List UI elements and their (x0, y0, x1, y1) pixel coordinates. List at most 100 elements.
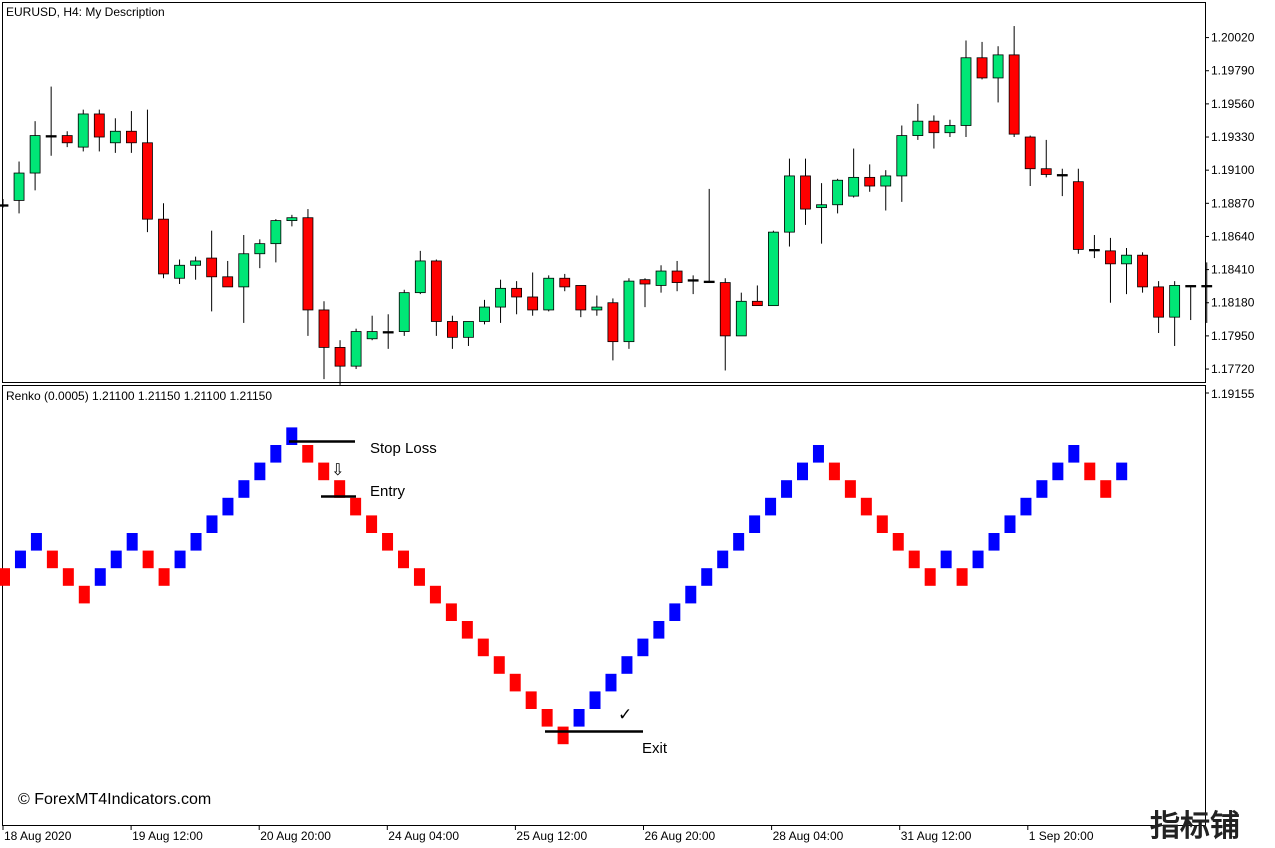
bear-candle (639, 279, 651, 285)
renko-down-brick (142, 550, 154, 569)
bear-candle (334, 347, 346, 367)
renko-down-brick (828, 462, 840, 481)
bull-candle (286, 217, 298, 222)
bull-candle (591, 306, 603, 311)
renko-down-brick (350, 497, 362, 516)
bull-candle (655, 270, 667, 286)
renko-down-brick (477, 638, 489, 657)
time-tick-label: 20 Aug 20:00 (260, 829, 331, 843)
price-tick-label: 1.18870 (1211, 196, 1255, 210)
bear-candle (206, 257, 218, 278)
bull-candle (687, 279, 699, 282)
renko-up-brick (1068, 445, 1080, 463)
price-tick-label: 1.19560 (1211, 97, 1255, 111)
bull-candle (880, 175, 892, 187)
renko-up-brick (1020, 497, 1032, 516)
renko-up-brick (701, 568, 713, 586)
bear-candle (1072, 181, 1084, 250)
entry-label: Entry (370, 483, 406, 500)
exit-label: Exit (642, 740, 668, 757)
bear-candle (1153, 286, 1164, 318)
candlestick-series (0, 26, 1213, 385)
bear-candle (1008, 54, 1020, 135)
time-tick-label: 31 Aug 12:00 (901, 829, 972, 843)
bear-candle (671, 270, 683, 283)
price-tick-label: 1.17720 (1211, 362, 1255, 376)
renko-up-brick (1052, 462, 1064, 481)
bull-candle (174, 264, 185, 279)
bear-candle (1105, 250, 1116, 265)
price-tick-label: 1.19330 (1211, 130, 1255, 144)
price-axis: 1.20020 1.19790 1.19560 1.19330 1.19100 1.188… (1205, 31, 1255, 394)
bull-candle (109, 130, 121, 144)
bull-candle (463, 321, 474, 338)
bull-candle (254, 243, 266, 255)
stop-loss-label: Stop Loss (370, 440, 437, 457)
renko-down-brick (398, 550, 409, 569)
renko-up-brick (222, 497, 234, 516)
bear-candle (1040, 168, 1052, 175)
time-tick-label: 26 Aug 20:00 (645, 829, 716, 843)
bear-candle (318, 309, 330, 348)
bear-candle (446, 321, 458, 338)
bull-candle (479, 306, 490, 322)
renko-down-brick (445, 603, 457, 621)
price-tick-label: 1.20020 (1211, 31, 1255, 45)
renko-up-brick (669, 603, 681, 621)
time-tick-label: 24 Aug 04:00 (388, 829, 459, 843)
renko-up-brick (94, 568, 106, 586)
bull-candle (543, 277, 555, 311)
renko-up-brick (940, 550, 952, 569)
time-tick-label: 18 Aug 2020 (4, 829, 72, 843)
price-tick-label: 1.18640 (1211, 229, 1255, 243)
bull-candle (992, 54, 1004, 79)
renko-down-brick (62, 568, 74, 586)
renko-down-brick (461, 621, 473, 639)
renko-up-brick (110, 550, 122, 569)
main-chart-panel[interactable] (2, 2, 1206, 383)
renko-up-brick (190, 533, 202, 551)
bull-candle (735, 300, 747, 337)
bear-candle (703, 280, 715, 284)
bull-candle (398, 292, 410, 332)
time-tick-label: 25 Aug 12:00 (516, 829, 587, 843)
renko-down-brick (0, 568, 10, 586)
bull-candle (45, 135, 57, 138)
checkmark-icon: ✓ (618, 705, 632, 725)
renko-up-brick (1004, 515, 1016, 533)
bull-candle (190, 260, 202, 266)
renko-up-brick (637, 638, 649, 657)
renko-down-brick (557, 726, 569, 745)
renko-down-brick (493, 656, 505, 674)
bull-candle (1169, 285, 1181, 318)
renko-up-brick (812, 445, 824, 463)
renko-down-brick (302, 445, 314, 463)
bull-candle (238, 253, 250, 288)
renko-up-brick (972, 550, 984, 569)
bear-candle (719, 282, 731, 337)
bear-candle (864, 176, 876, 187)
renko-down-brick (908, 550, 920, 569)
bull-candle (1056, 174, 1068, 177)
bear-candle (142, 142, 153, 220)
bull-candle (270, 220, 282, 245)
renko-down-brick (956, 568, 968, 586)
bull-candle (1121, 254, 1132, 265)
copyright-text: © ForexMT4Indicators.com (18, 791, 211, 808)
renko-up-brick (765, 497, 777, 516)
bull-candle (623, 280, 635, 343)
renko-down-brick (844, 480, 856, 498)
renko-panel[interactable] (2, 385, 1206, 826)
time-tick-label: 1 Sep 20:00 (1029, 829, 1094, 843)
bull-candle (414, 260, 426, 294)
price-tick-label: 1.18410 (1211, 263, 1255, 277)
renko-up-brick (254, 462, 266, 481)
bull-candle (366, 331, 378, 340)
renko-up-brick (1036, 480, 1048, 498)
bear-candle (800, 175, 811, 210)
bear-candle (126, 130, 137, 144)
bull-candle (816, 204, 827, 209)
bull-candle (896, 135, 908, 177)
bear-candle (1089, 249, 1100, 252)
renko-down-brick (46, 550, 58, 569)
